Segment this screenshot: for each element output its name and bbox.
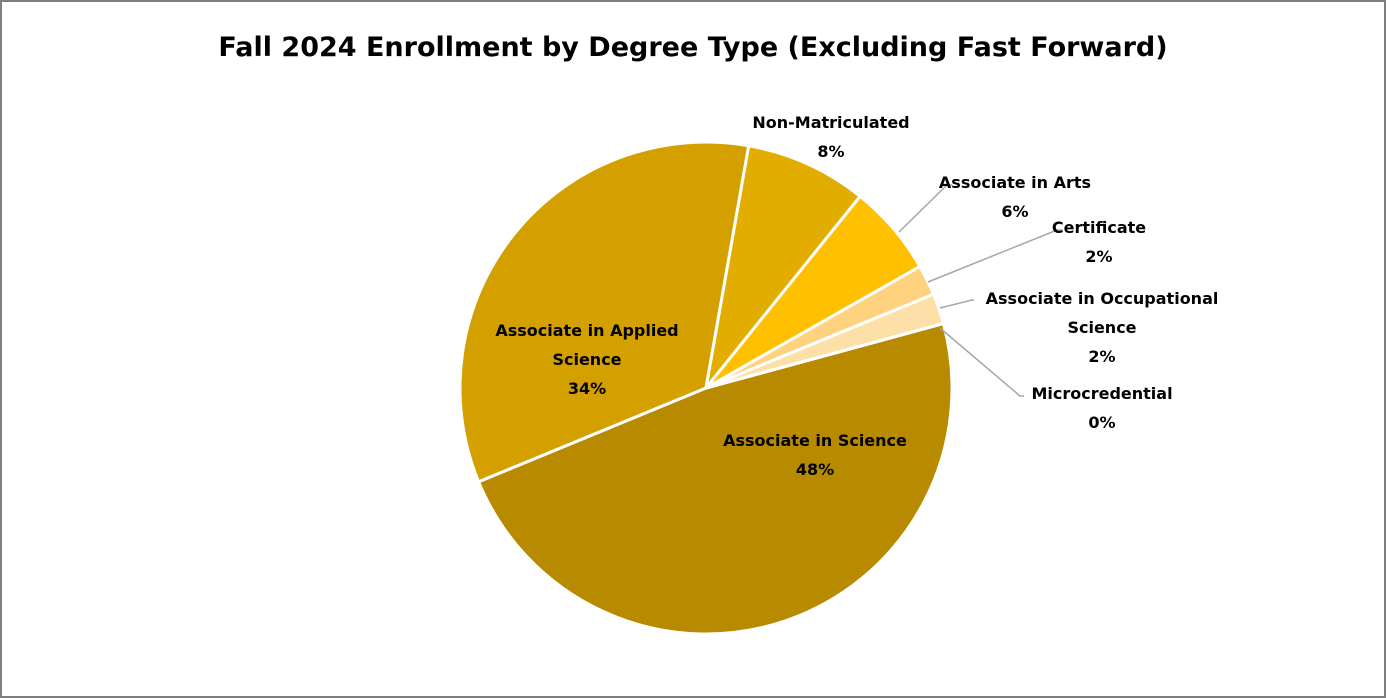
value-label: 2%	[1088, 347, 1116, 366]
data-label: Associate in Science 48%	[695, 426, 935, 484]
pie-slice	[704, 143, 863, 389]
leader-line	[939, 327, 1024, 397]
data-label: Associate in Applied Science 34%	[472, 316, 702, 403]
value-label: 34%	[567, 379, 607, 398]
pie-slice	[705, 292, 946, 390]
leader-line	[898, 184, 952, 233]
category-label: Certificate	[1051, 218, 1147, 237]
pie-slice	[476, 321, 954, 636]
data-label: Non-Matriculated 8%	[721, 108, 941, 166]
pie-slice	[458, 140, 751, 484]
chart-title: Fall 2024 Enrollment by Degree Type (Exc…	[218, 32, 1168, 63]
data-label: Microcredential 0%	[1012, 379, 1192, 437]
data-label: Associate in Arts 6%	[915, 168, 1115, 226]
category-label: Non-Matriculated	[752, 113, 910, 132]
data-label: Associate in Occupational Science 2%	[967, 284, 1237, 371]
value-label: 6%	[1001, 202, 1029, 221]
category-label: Microcredential	[1031, 384, 1173, 403]
category-label: Associate in Science	[723, 431, 907, 450]
leader-line	[939, 299, 974, 309]
category-label: Associate in Arts	[938, 173, 1092, 192]
category-label: Associate in Occupational Science	[985, 289, 1219, 337]
category-label: Associate in Applied Science	[495, 321, 679, 369]
value-label: 0%	[1088, 413, 1116, 432]
value-label: 2%	[1085, 247, 1113, 266]
data-label: Certificate 2%	[1039, 213, 1159, 271]
leader-line	[927, 229, 1062, 283]
value-label: 8%	[817, 142, 845, 161]
value-label: 48%	[795, 460, 835, 479]
